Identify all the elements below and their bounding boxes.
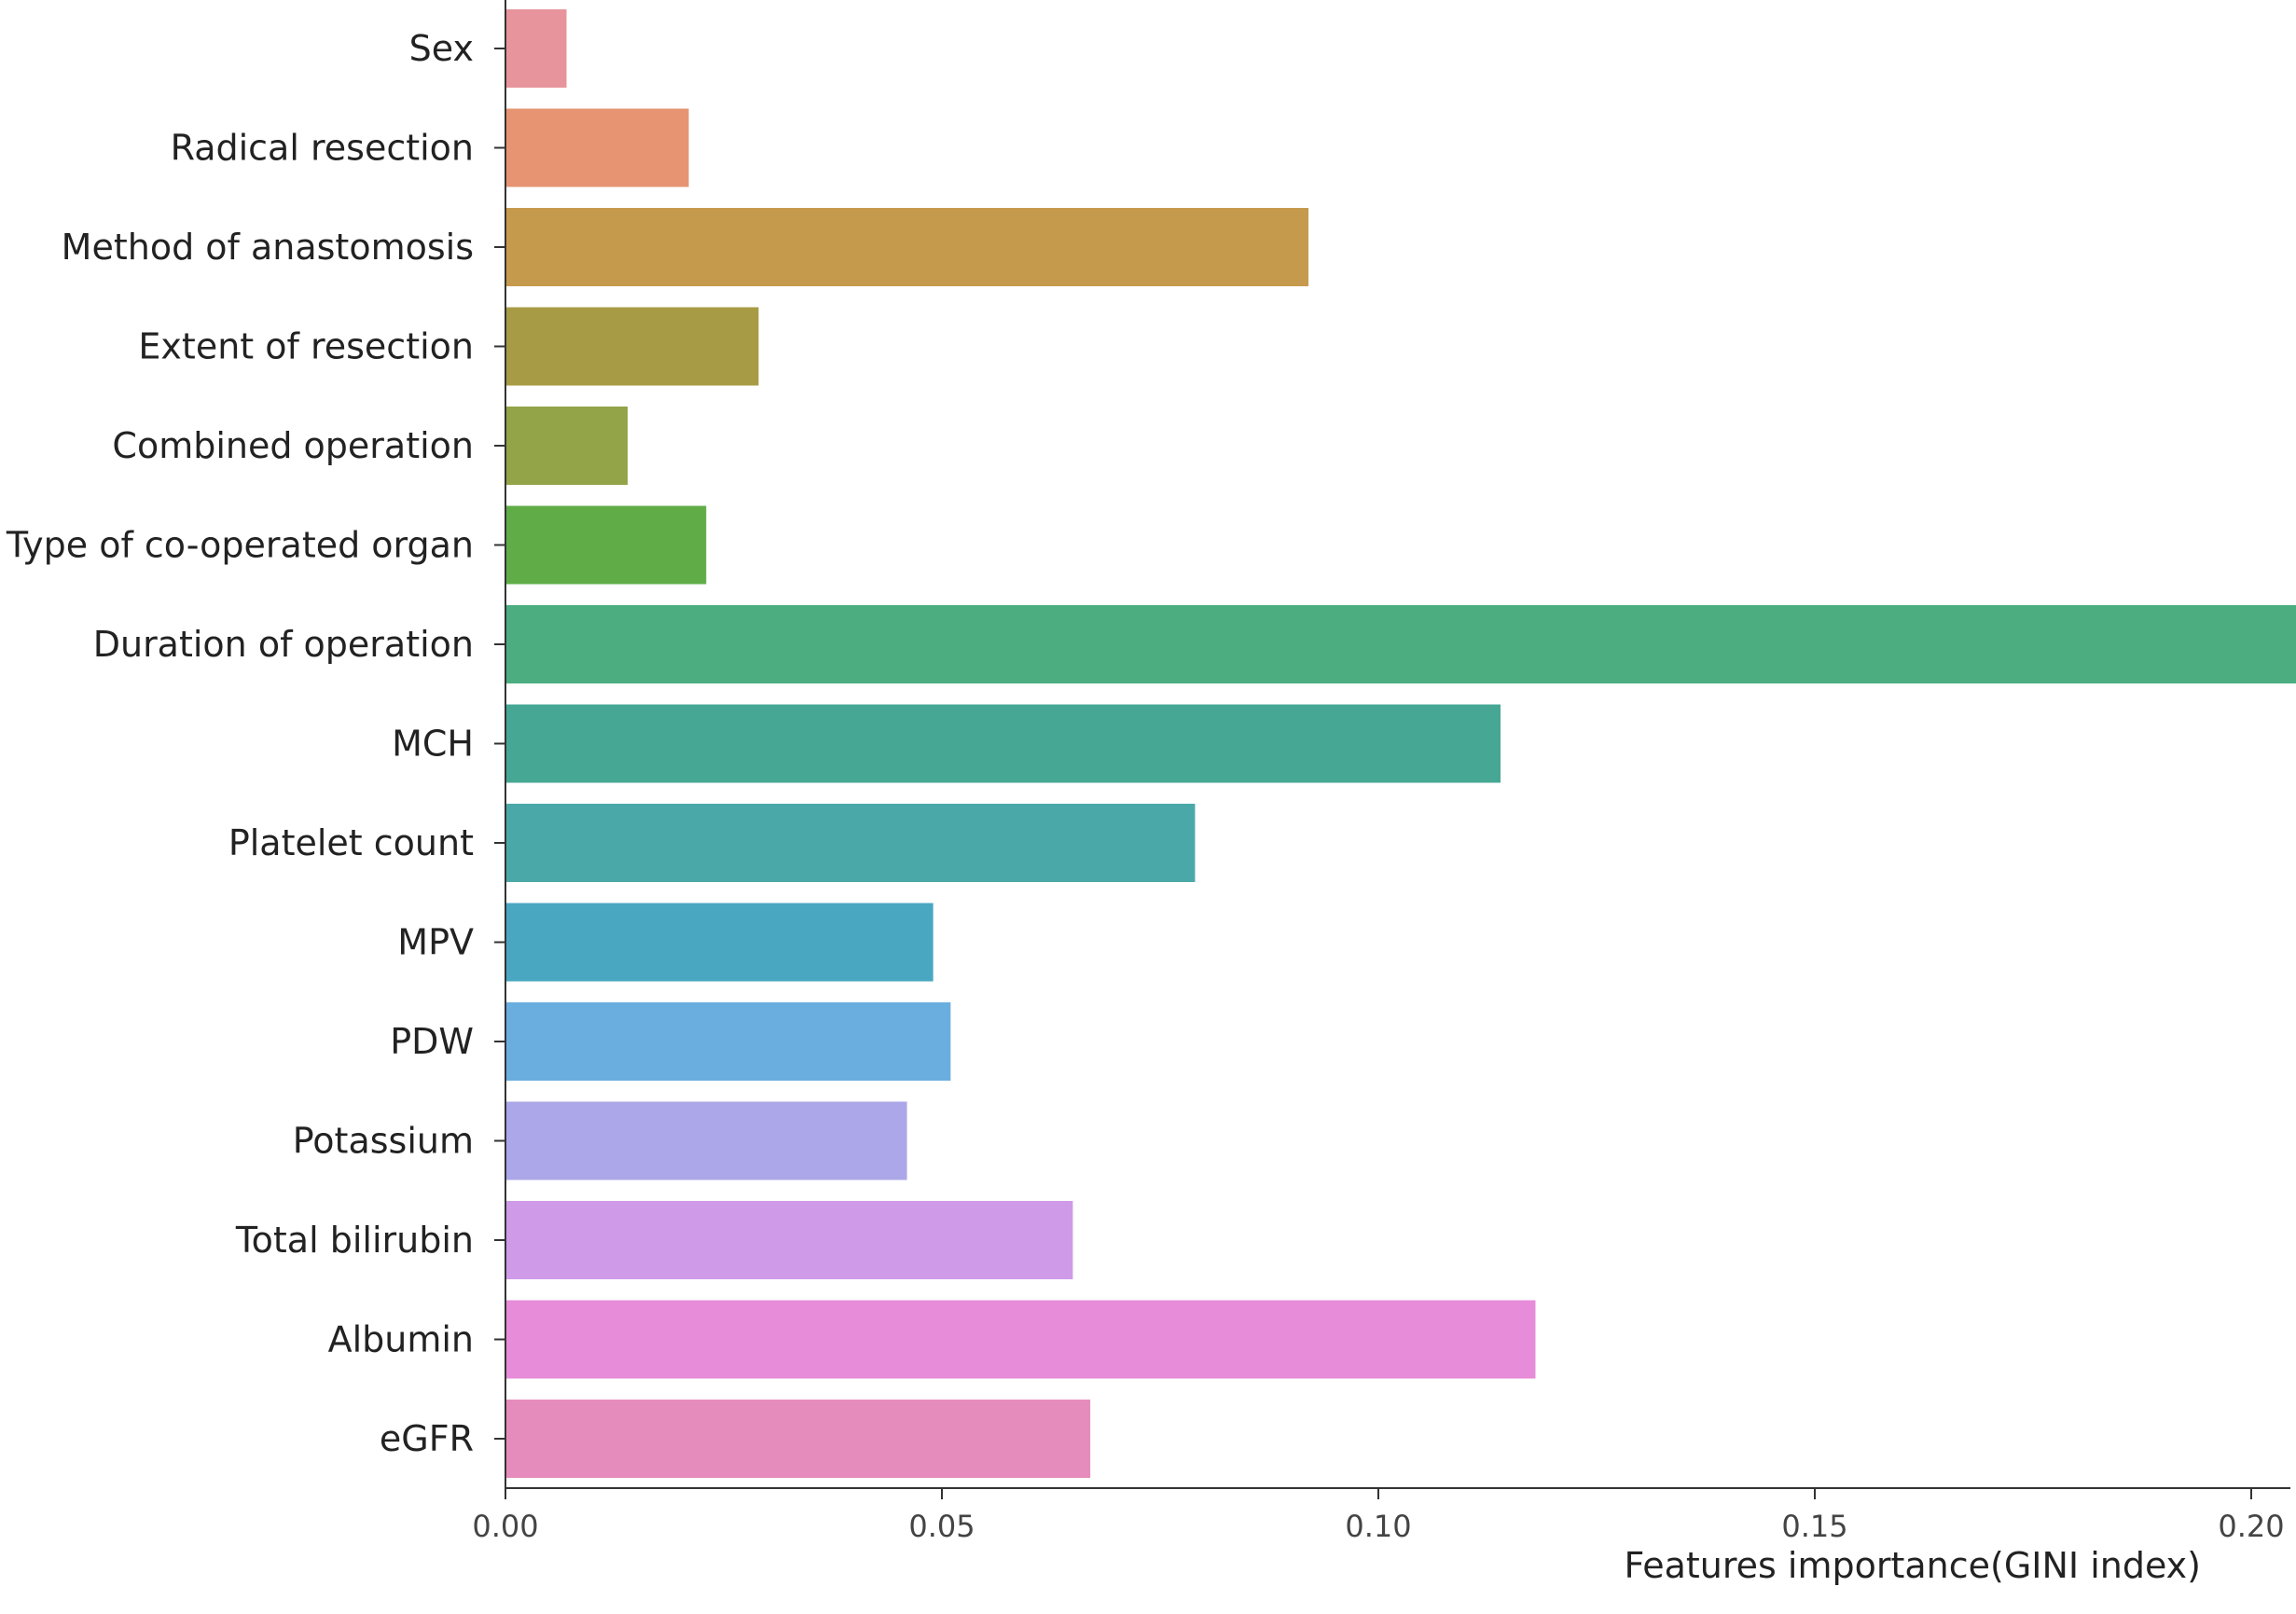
y-tick-label: eGFR [380,1418,474,1459]
y-tick-label: MPV [397,922,474,963]
y-tick-label: Extent of resection [138,326,474,367]
bar-mch [505,704,1501,783]
y-tick-label: Radical resection [171,128,474,169]
bar-albumin [505,1300,1536,1379]
y-tick-label: Total bilirubin [235,1220,474,1261]
x-axis: 0.00 0.05 0.10 0.15 0.20 [472,1487,2290,1544]
x-tick-label: 0.00 [472,1509,538,1544]
y-axis-labels: Sex Radical resection Method of anastomosi… [6,28,474,1459]
bar-radical-resection [505,108,689,187]
y-tick-label: PDW [390,1021,474,1062]
x-tick-label: 0.15 [1781,1509,1847,1544]
x-axis-title: Features importance(GINI index) [1624,1545,2201,1586]
x-tick-label: 0.05 [908,1509,975,1544]
bar-method-of-anastomosis [505,208,1309,286]
x-tick-label: 0.10 [1345,1509,1411,1544]
y-tick-label: Platelet count [228,822,474,863]
bar-mpv [505,903,934,982]
bar-platelet-count [505,804,1196,882]
y-tick-label: Method of anastomosis [62,227,474,268]
bar-type-of-co-operated-organ [505,505,707,585]
y-tick-label: Combined operation [112,425,474,466]
bar-sex [505,9,567,88]
bar-potassium [505,1101,907,1180]
y-tick-label: Sex [409,28,474,69]
y-tick-label: Potassium [293,1121,474,1162]
bar-extent-of-resection [505,307,759,386]
bars-layer [505,9,2296,1478]
bar-combined-operation [505,407,629,485]
y-axis [494,0,506,1488]
bar-pdw [505,1002,951,1081]
y-tick-label: MCH [392,724,474,765]
bar-total-bilirubin [505,1201,1073,1279]
y-tick-label: Albumin [328,1319,474,1360]
y-tick-label: Type of co-operated organ [6,525,474,566]
bar-duration-of-operation [505,605,2296,683]
y-tick-label: Duration of operation [93,624,474,665]
x-tick-label: 0.20 [2218,1509,2284,1544]
bar-egfr [505,1400,1091,1478]
